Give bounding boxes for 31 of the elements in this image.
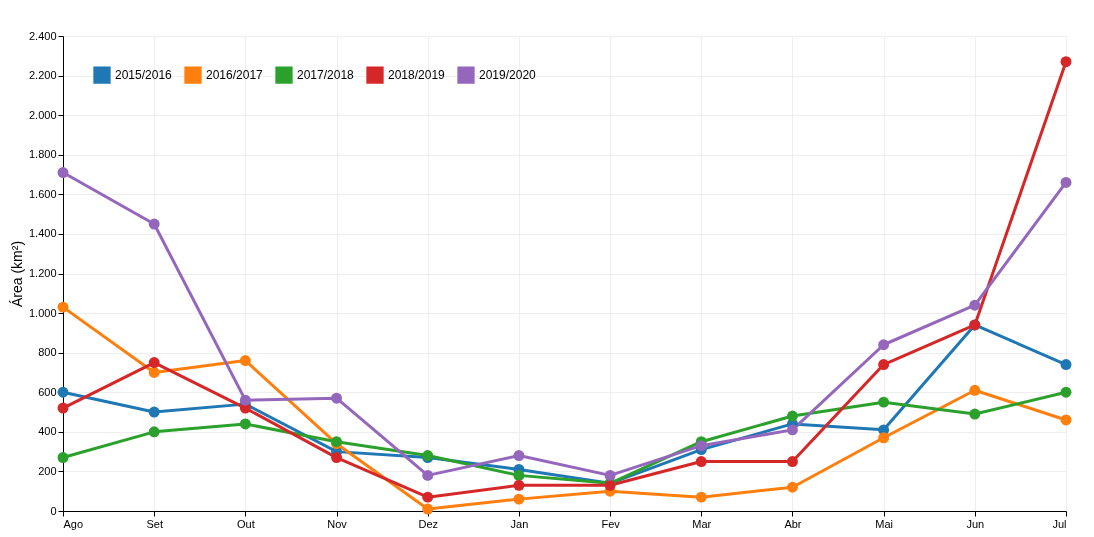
y-tick-label: 1.800: [28, 148, 57, 161]
y-tick-label: 200: [38, 464, 57, 477]
legend-label: 2016/2017: [206, 68, 264, 83]
x-tick-label: Ago: [63, 517, 84, 530]
x-tick-label: Fev: [601, 517, 621, 530]
x-tick-label: Jun: [966, 517, 985, 530]
y-axis-title: Área (km²): [8, 240, 25, 308]
x-tick-label: Mar: [692, 517, 712, 530]
y-tick-label: 1.600: [28, 187, 57, 200]
x-tick-label: Dez: [418, 517, 439, 530]
legend-label: 2018/2019: [388, 68, 446, 83]
x-tick-label: Out: [237, 517, 255, 530]
x-tick-label: Jan: [510, 517, 529, 530]
legend-label: 2015/2016: [115, 68, 173, 83]
y-tick-label: 400: [38, 425, 57, 438]
x-tick-label: Nov: [327, 517, 348, 530]
y-tick-label: 1.000: [28, 306, 57, 319]
y-tick-label: 2.400: [28, 29, 57, 42]
y-tick-label: 1.200: [28, 267, 57, 279]
x-tick-label: Mai: [875, 517, 893, 530]
y-tick-label: 1.400: [28, 227, 57, 240]
y-tick-label: 2.000: [28, 108, 57, 121]
y-tick-label: 800: [38, 346, 57, 359]
y-tick-label: 0: [50, 504, 57, 517]
x-tick-label: Jul: [1052, 517, 1067, 530]
x-tick-label: Abr: [784, 517, 802, 530]
legend-label: 2017/2018: [297, 68, 355, 83]
y-tick-label: 600: [38, 385, 57, 398]
y-tick-label: 2.200: [28, 69, 57, 82]
legend-label: 2019/2020: [479, 68, 537, 83]
x-tick-label: Set: [146, 517, 163, 530]
